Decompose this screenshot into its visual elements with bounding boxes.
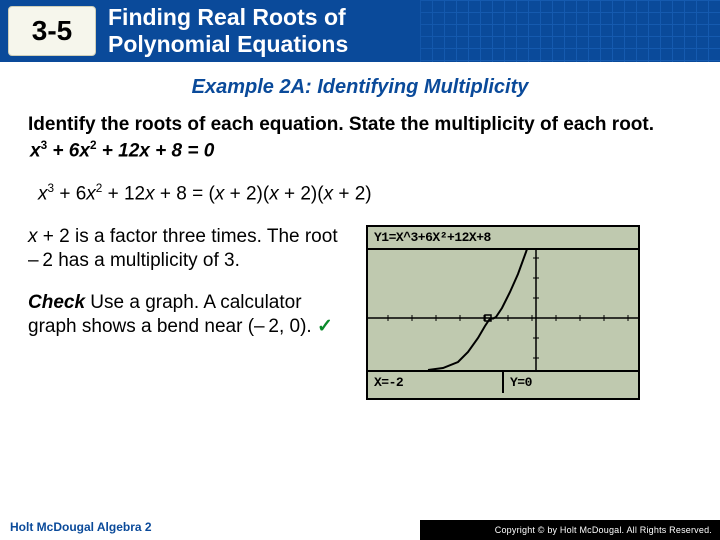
calculator-y-value: Y=0 [504,372,638,393]
calculator-readout: X=-2 Y=0 [368,370,638,393]
footer: Holt McDougal Algebra 2 Copyright © by H… [0,516,720,540]
example-title: Example 2A: Identifying Multiplicity [28,76,692,99]
calculator-plot-area [368,250,638,370]
explanation-text: x + 2 is a factor three times. The root … [28,225,348,273]
equation: x3 + 6x2 + 12x + 8 = 0 [30,139,692,162]
header-title-line2: Polynomial Equations [108,31,348,58]
section-number-box: 3-5 [8,6,96,56]
calculator-function-line: Y1=X^3+6X²+12X+8 [368,227,638,250]
footer-copyright: Copyright © by Holt McDougal. All Rights… [420,520,720,540]
check-text: Check Use a graph. A calculator graph sh… [28,291,348,339]
header-title-line1: Finding Real Roots of [108,4,348,31]
footer-textbook: Holt McDougal Algebra 2 [10,520,152,534]
instruction-text: Identify the roots of each equation. Sta… [28,113,692,137]
calculator-x-value: X=-2 [368,372,504,393]
content-area: Example 2A: Identifying Multiplicity Ide… [0,62,720,400]
header-title: Finding Real Roots of Polynomial Equatio… [108,4,348,58]
lower-row: x + 2 is a factor three times. The root … [28,225,692,400]
calculator-screen: Y1=X^3+6X²+12X+8 X=-2 Y=0 [366,225,640,400]
factored-equation: x3 + 6x2 + 12x + 8 = (x + 2)(x + 2)(x + … [38,182,692,205]
check-tick-icon: ✓ [317,316,333,337]
section-number: 3-5 [32,15,72,47]
check-label: Check [28,292,85,313]
text-column: x + 2 is a factor three times. The root … [28,225,348,338]
header-bar: 3-5 Finding Real Roots of Polynomial Equ… [0,0,720,62]
header-grid-pattern [420,0,720,62]
